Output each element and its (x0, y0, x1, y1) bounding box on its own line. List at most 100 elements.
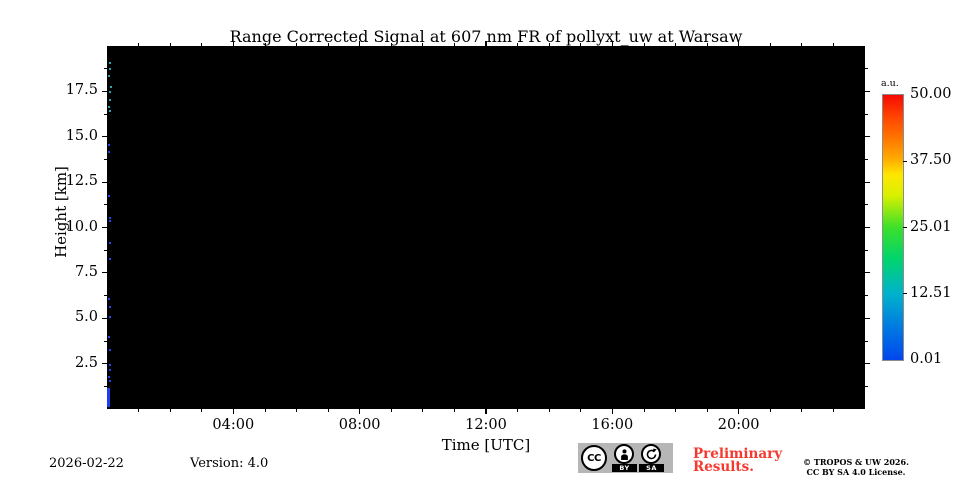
x-major-tick (738, 409, 740, 414)
x-minor-tick (422, 409, 424, 412)
y-minor-tick (865, 249, 868, 251)
x-minor-tick (264, 43, 266, 46)
x-major-tick (611, 41, 613, 46)
x-major-tick (359, 41, 361, 46)
x-minor-tick (833, 43, 834, 46)
copyright-note: © TROPOS & UW 2026. CC BY SA 4.0 License… (795, 457, 917, 477)
x-tick-label: 12:00 (465, 417, 507, 433)
version-label: Version: 4.0 (190, 456, 269, 471)
preliminary-line2: Results. (693, 459, 754, 475)
x-minor-tick (769, 43, 771, 46)
x-minor-tick (454, 43, 455, 46)
x-minor-tick (769, 409, 771, 412)
x-axis-label: Time [UTC] (441, 436, 531, 454)
x-tick-label: 04:00 (212, 417, 255, 433)
x-minor-tick (264, 409, 266, 412)
cc-sa-arrow-icon (641, 444, 661, 464)
y-tick-label: 17.5 (65, 82, 98, 99)
x-major-tick (485, 41, 487, 46)
x-minor-tick (454, 409, 455, 412)
x-major-tick (359, 409, 361, 414)
y-major-tick (865, 181, 870, 183)
signal-pixel (107, 336, 110, 339)
x-minor-tick (390, 409, 392, 412)
cc-logo-icon: CC (581, 445, 607, 471)
x-minor-tick (706, 409, 708, 412)
signal-pixel (107, 105, 110, 108)
signal-pixel (108, 369, 111, 372)
x-tick-label: 20:00 (717, 417, 760, 433)
y-tick-label: 10.0 (65, 218, 98, 235)
signal-pixel (107, 75, 110, 78)
y-minor-tick (104, 113, 107, 115)
x-minor-tick (422, 43, 424, 46)
x-minor-tick (833, 409, 834, 412)
x-minor-tick (138, 43, 139, 46)
y-major-tick (102, 226, 107, 229)
x-minor-tick (643, 409, 645, 412)
x-minor-tick (517, 43, 518, 46)
y-major-tick (865, 136, 870, 138)
x-tick-label: 16:00 (591, 417, 634, 433)
colorbar-tick (903, 226, 907, 229)
plot-area (107, 46, 865, 409)
y-minor-tick (865, 68, 868, 70)
x-minor-tick (706, 43, 708, 46)
x-minor-tick (138, 409, 139, 412)
signal-near-ground-column (107, 388, 110, 408)
y-major-tick (102, 90, 107, 92)
x-minor-tick (675, 409, 676, 412)
signal-pixel (109, 98, 112, 101)
cc-by-sa-license-badge: CC BY SA (578, 443, 673, 473)
y-minor-tick (865, 159, 868, 160)
y-minor-tick (865, 385, 868, 387)
signal-pixel (107, 298, 110, 301)
signal-pixel (109, 258, 112, 261)
y-minor-tick (865, 340, 868, 342)
chart-title: Range Corrected Signal at 607 nm FR of p… (229, 27, 743, 46)
x-minor-tick (327, 43, 329, 46)
preliminary-results-note: Preliminary Results. (693, 447, 782, 475)
x-minor-tick (801, 43, 803, 46)
y-tick-label: 15.0 (65, 127, 98, 144)
y-minor-tick (104, 340, 107, 342)
x-major-tick (232, 409, 234, 414)
sa-label: SA (639, 464, 664, 472)
y-minor-tick (104, 204, 107, 206)
colorbar-tick-label: 37.50 (910, 152, 952, 169)
signal-pixel (108, 349, 111, 352)
x-minor-tick (580, 409, 582, 412)
x-minor-tick (327, 409, 329, 412)
colorbar-tick (903, 293, 907, 295)
signal-pixel (109, 216, 112, 219)
x-minor-tick (201, 43, 203, 46)
x-tick-label: 08:00 (338, 417, 381, 433)
x-minor-tick (801, 409, 803, 412)
signal-pixel (108, 379, 111, 382)
signal-pixel (108, 220, 111, 223)
y-minor-tick (865, 204, 868, 206)
cc-by-person-icon (614, 444, 634, 464)
signal-pixel (109, 363, 112, 366)
signal-pixel (108, 144, 111, 146)
x-major-tick (485, 409, 487, 414)
y-major-tick (865, 317, 870, 319)
x-minor-tick (548, 409, 550, 412)
colorbar-tick-label: 12.51 (910, 284, 952, 301)
y-major-tick (865, 226, 870, 229)
x-minor-tick (517, 409, 518, 412)
signal-pixel (107, 194, 110, 197)
colorbar-unit-label: a.u. (881, 78, 899, 89)
y-tick-label: 12.5 (65, 173, 98, 190)
signal-pixel (108, 67, 111, 70)
y-minor-tick (865, 295, 868, 296)
y-tick-label: 2.5 (74, 354, 98, 371)
y-major-tick (865, 363, 870, 365)
y-major-tick (102, 181, 107, 183)
signal-pixel (108, 109, 111, 112)
x-minor-tick (548, 43, 550, 46)
y-major-tick (102, 136, 107, 138)
x-minor-tick (643, 43, 645, 46)
y-minor-tick (104, 68, 107, 70)
